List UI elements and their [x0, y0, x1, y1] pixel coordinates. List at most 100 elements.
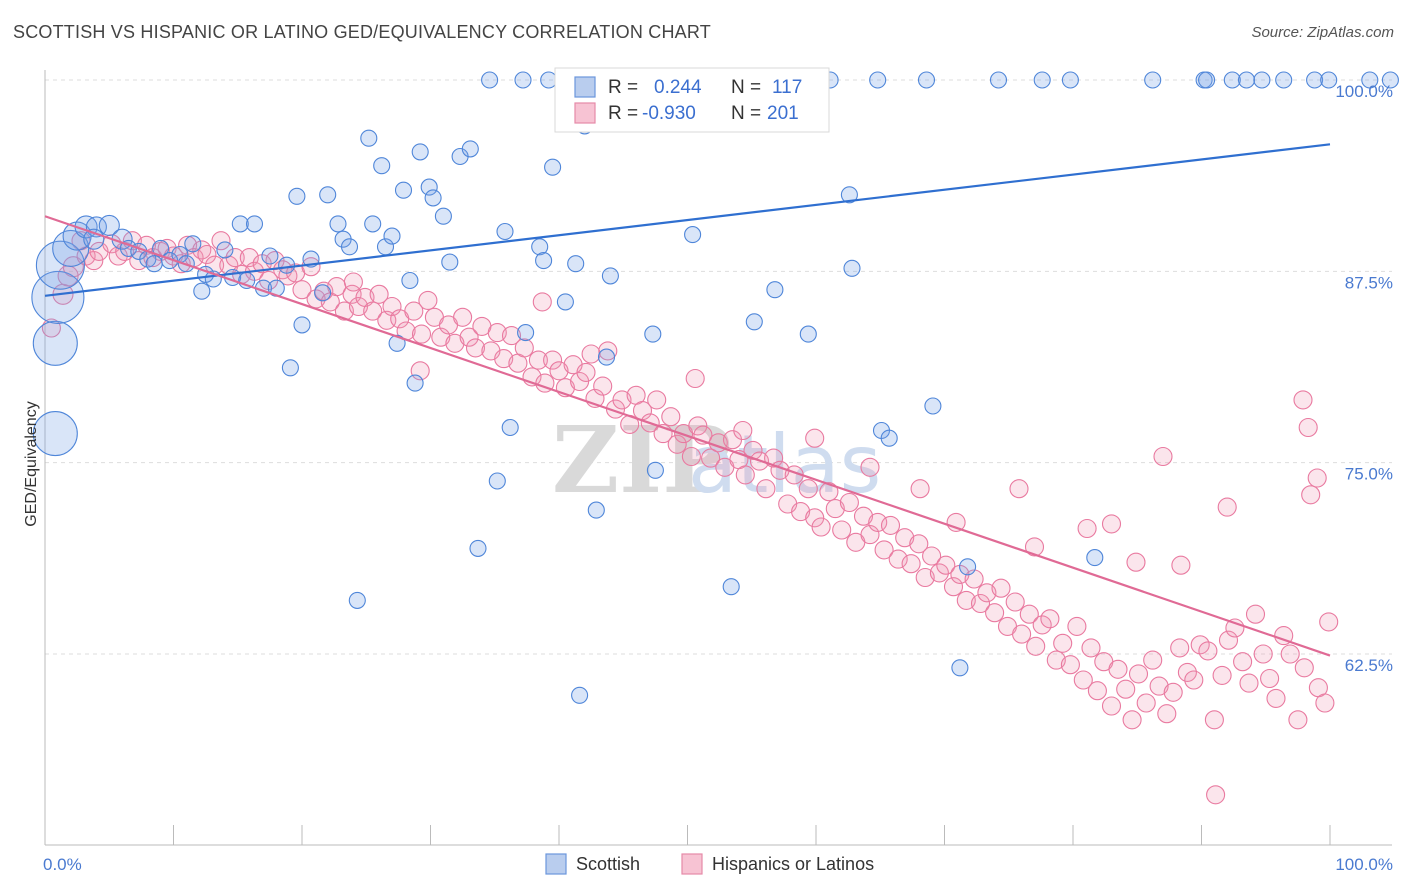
scottish-point-79 — [646, 461, 664, 479]
hispanic-point-77 — [576, 362, 596, 382]
hispanic-point-157 — [1128, 664, 1149, 684]
hispanic-point-108 — [791, 502, 811, 522]
hispanic-point-174 — [1245, 604, 1266, 624]
hispanic-point-24 — [211, 231, 231, 251]
hispanic-point-200 — [581, 344, 601, 364]
scottish-point-113 — [1381, 71, 1399, 89]
hispanic-point-110 — [805, 508, 825, 528]
hispanic-point-198 — [733, 420, 753, 441]
hispanic-point-58 — [445, 333, 465, 353]
hispanic-point-65 — [494, 349, 514, 369]
scottish-point-66 — [535, 252, 553, 270]
hispanic-point-61 — [465, 338, 486, 358]
scottish-point-91 — [840, 186, 858, 204]
hispanic-point-124 — [901, 554, 921, 574]
scottish-point-99 — [959, 558, 977, 576]
scottish-point-82 — [684, 226, 702, 244]
scottish-point-0 — [32, 411, 78, 457]
scottish-point-51 — [411, 143, 429, 161]
stat-r-label-2: R = — [608, 103, 638, 124]
hispanic-point-149 — [1073, 670, 1093, 690]
scottish-point-48 — [394, 181, 413, 199]
scottish-point-62 — [501, 418, 519, 437]
hispanic-point-142 — [1026, 636, 1046, 656]
scottish-point-109 — [1253, 71, 1271, 89]
hispanic-point-79 — [593, 376, 613, 396]
hispanic-point-160 — [1149, 676, 1169, 696]
hispanic-point-150 — [1081, 638, 1101, 658]
hispanic-point-173 — [1239, 673, 1259, 693]
scottish-point-87 — [766, 281, 784, 299]
hispanic-point-125 — [909, 534, 929, 554]
hispanic-point-111 — [811, 517, 831, 537]
scottish-point-2 — [31, 270, 85, 324]
stat-swatch-pink — [574, 102, 596, 124]
hispanic-point-188 — [1217, 497, 1237, 517]
scottish-point-37 — [319, 186, 337, 204]
stat-r-value-1: 0.244 — [654, 77, 702, 98]
scottish-point-47 — [388, 334, 406, 352]
series-hispanics-or-latinos — [41, 231, 1339, 805]
scottish-point-25 — [231, 215, 249, 233]
hispanic-point-165 — [1184, 670, 1204, 690]
hispanic-point-167 — [1198, 641, 1218, 661]
trend-line-scottish — [44, 143, 1331, 297]
hispanic-point-36 — [292, 280, 312, 300]
scottish-point-67 — [540, 71, 558, 89]
scottish-point-108 — [1237, 71, 1256, 89]
hispanic-point-80 — [598, 341, 618, 361]
hispanic-point-54 — [418, 290, 438, 310]
hispanic-point-189 — [1153, 446, 1173, 467]
hispanic-point-56 — [431, 327, 451, 347]
hispanic-point-49 — [382, 296, 402, 317]
hispanic-point-127 — [922, 546, 942, 566]
hispanic-point-143 — [1032, 615, 1052, 635]
scottish-point-106 — [1198, 71, 1216, 89]
hispanic-point-89 — [661, 407, 681, 427]
scottish-point-74 — [587, 501, 605, 519]
y-tick-label-0: 62.5% — [1345, 656, 1393, 675]
scottish-point-43 — [364, 215, 382, 233]
scottish-point-3 — [35, 240, 85, 290]
hispanic-point-126 — [915, 567, 935, 588]
scottish-point-85 — [722, 578, 740, 596]
hispanic-point-82 — [612, 390, 632, 410]
scottish-point-100 — [989, 71, 1008, 89]
scottish-point-50 — [406, 374, 424, 392]
scottish-point-59 — [481, 71, 499, 89]
hispanic-point-118 — [860, 525, 880, 545]
hispanic-point-180 — [1288, 710, 1308, 730]
hispanic-point-148 — [1067, 616, 1087, 636]
hispanic-point-136 — [985, 603, 1005, 623]
stat-r-label-1: R = — [608, 77, 638, 98]
scottish-point-33 — [288, 187, 306, 205]
hispanic-point-42 — [334, 301, 354, 321]
scottish-point-57 — [461, 140, 479, 158]
scottish-point-98 — [951, 659, 969, 677]
hispanic-point-70 — [528, 350, 548, 370]
hispanic-point-145 — [1046, 650, 1066, 670]
y-tick-labels: 62.5% 75.0% 87.5% 100.0% — [1335, 82, 1393, 675]
hispanic-point-100 — [735, 465, 755, 485]
chart-source: Source: ZipAtlas.com — [1251, 24, 1394, 41]
scottish-point-32 — [281, 359, 299, 377]
hispanic-point-93 — [688, 416, 708, 436]
scottish-point-80 — [644, 325, 662, 343]
hispanic-point-47 — [369, 284, 389, 304]
hispanic-point-147 — [1060, 655, 1080, 675]
hispanic-point-163 — [1170, 638, 1190, 658]
hispanic-point-169 — [1212, 665, 1232, 685]
hispanic-point-90 — [667, 434, 687, 454]
stat-n-label-1: N = — [731, 77, 761, 98]
legend-label-scottish: Scottish — [576, 854, 640, 874]
hispanic-point-139 — [1005, 592, 1025, 612]
hispanic-point-103 — [756, 479, 776, 499]
scottish-point-40 — [340, 238, 359, 256]
hispanic-point-53 — [411, 324, 432, 344]
scottish-point-96 — [917, 71, 936, 89]
scottish-point-55 — [441, 253, 459, 271]
hispanic-point-204 — [1319, 612, 1339, 632]
hispanic-point-170 — [1218, 630, 1239, 650]
scottish-point-8 — [98, 214, 120, 236]
